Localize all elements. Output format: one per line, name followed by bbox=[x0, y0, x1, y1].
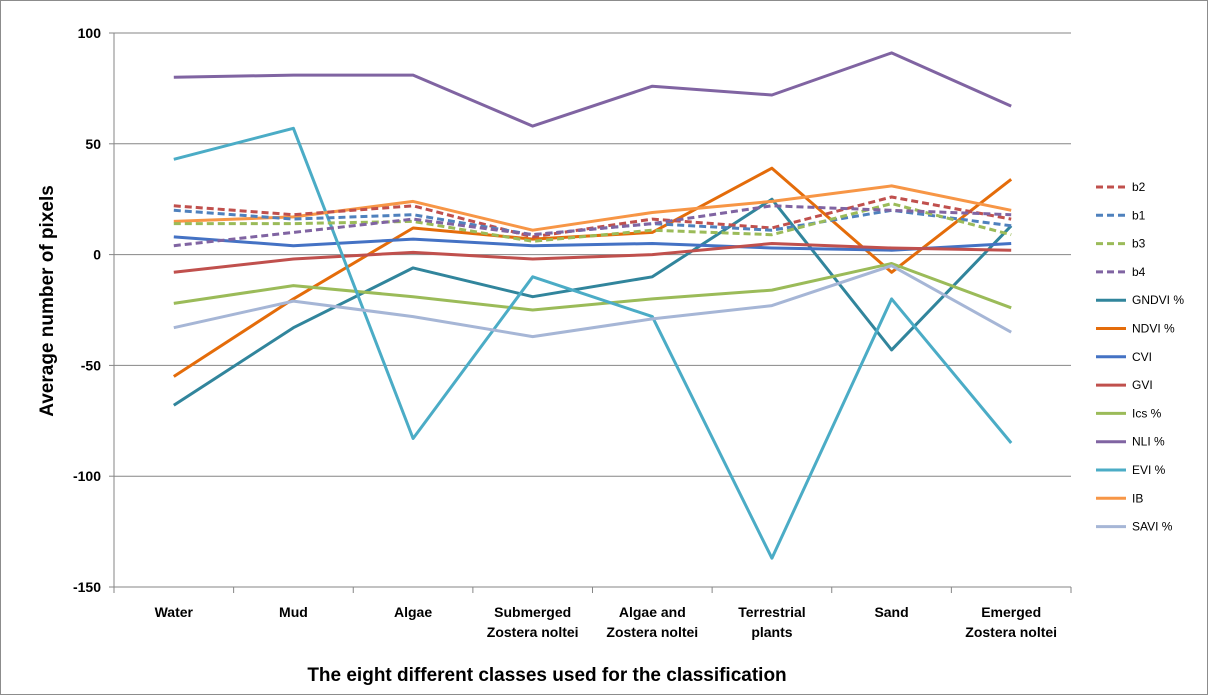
legend-label: b2 bbox=[1132, 180, 1146, 194]
legend-label: CVI bbox=[1132, 350, 1152, 364]
series-lines bbox=[174, 53, 1011, 558]
legend-label: b3 bbox=[1132, 237, 1146, 251]
legend-label: IB bbox=[1132, 491, 1143, 505]
x-tick-label: Algae bbox=[394, 604, 432, 620]
x-tick-label: Zostera noltei bbox=[965, 624, 1057, 640]
series-line-nli bbox=[174, 53, 1011, 126]
x-tick-label: Algae and bbox=[619, 604, 686, 620]
legend-label: SAVI % bbox=[1132, 520, 1173, 534]
x-tick-label: Zostera noltei bbox=[606, 624, 698, 640]
legend-label: GVI bbox=[1132, 378, 1153, 392]
y-axis-title: Average number of pixels bbox=[37, 185, 58, 417]
y-axis-ticks: 100 50 0 -50 -100 -150 bbox=[73, 25, 101, 595]
y-tick-label: -50 bbox=[81, 357, 101, 373]
legend-label: EVI % bbox=[1132, 463, 1166, 477]
legend: b2 b1 b3 b4 GNDVI % NDVI % CVI GVI Ics % NLI % EVI… bbox=[1096, 180, 1184, 534]
y-tick-label: 50 bbox=[85, 136, 101, 152]
legend-label: NLI % bbox=[1132, 435, 1165, 449]
x-tick-label: Terrestrial bbox=[738, 604, 805, 620]
legend-label: b1 bbox=[1132, 208, 1146, 222]
legend-label: b4 bbox=[1132, 265, 1146, 279]
x-tick-label: Sand bbox=[874, 604, 908, 620]
x-tick-label: Water bbox=[155, 604, 194, 620]
y-tick-label: -100 bbox=[73, 468, 101, 484]
legend-label: NDVI % bbox=[1132, 322, 1175, 336]
x-axis-tick-labels: Water Mud Algae Submerged Zostera noltei Alga… bbox=[155, 604, 1057, 640]
x-tick-label: Emerged bbox=[981, 604, 1041, 620]
legend-label: GNDVI % bbox=[1132, 293, 1184, 307]
x-tick-label: Submerged bbox=[494, 604, 571, 620]
y-tick-label: -150 bbox=[73, 579, 101, 595]
legend-label: Ics % bbox=[1132, 406, 1162, 420]
x-tick-label: Mud bbox=[279, 604, 308, 620]
x-tick-label: plants bbox=[751, 624, 792, 640]
x-axis-title: The eight different classes used for the… bbox=[307, 665, 786, 686]
y-tick-label: 0 bbox=[93, 247, 101, 263]
x-tick-label: Zostera noltei bbox=[487, 624, 579, 640]
y-tick-label: 100 bbox=[78, 25, 102, 41]
